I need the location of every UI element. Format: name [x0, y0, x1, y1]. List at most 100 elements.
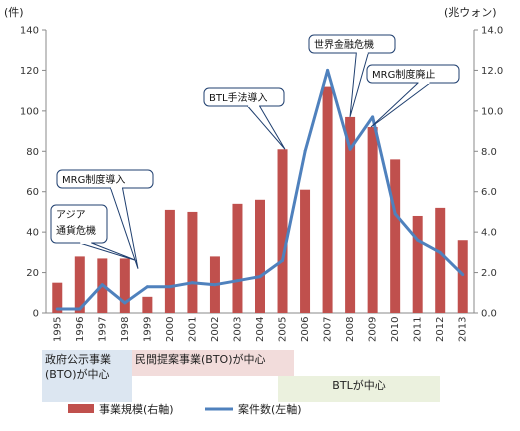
x-tick-label: 2001 [187, 317, 198, 342]
line-point-2002 [213, 283, 217, 287]
line-point-2001 [190, 281, 194, 285]
bar-2009 [367, 127, 378, 314]
line-point-2011 [416, 238, 420, 242]
y-left-tick-label: 80 [26, 147, 39, 158]
period-private-bto: 民間提案事業(BTO)が中心 [132, 350, 294, 376]
annotation-box [366, 64, 460, 84]
annotation-text: MRG制度廃止 [372, 68, 435, 81]
legend-bar-swatch [68, 404, 94, 413]
line-point-2003 [235, 279, 239, 283]
y-left-tick-label: 120 [20, 66, 39, 77]
bar-2000 [164, 209, 175, 313]
x-tick-label: 2007 [323, 317, 334, 342]
line-point-2008 [348, 147, 352, 151]
bar-2011 [412, 215, 423, 313]
y-left-tick-label: 60 [26, 187, 39, 198]
y-left-tick-label: 0 [33, 309, 39, 320]
y-right-tick-label: 0.0 [481, 309, 497, 320]
annotation-pointer [349, 52, 369, 118]
annotation-1999: MRG制度導入 [56, 169, 154, 269]
x-tick-label: 2006 [300, 317, 311, 342]
x-tick-label: 2004 [255, 317, 266, 342]
bar-2005 [277, 149, 288, 313]
line-point-2004 [258, 275, 262, 279]
x-tick-label: 1996 [75, 317, 86, 342]
bar-1999 [142, 296, 153, 313]
annotation-text: MRG制度導入 [62, 173, 125, 186]
annotation-pointer [79, 242, 138, 262]
x-tick-label: 2002 [210, 317, 221, 342]
period-btl: BTLが中心 [278, 376, 440, 402]
annotation-box [308, 34, 396, 54]
annotation-box [56, 169, 154, 189]
x-tick-label: 2008 [345, 317, 356, 342]
line-point-1995 [55, 307, 59, 311]
line-point-2012 [438, 250, 442, 254]
bar-1998 [119, 258, 130, 313]
bar-2004 [255, 199, 265, 313]
bar-2001 [187, 211, 198, 313]
annotation-pointer [370, 82, 431, 128]
y-right-tick-label: 14.0 [481, 26, 503, 37]
y-right-ticks: 0.0 2.0 4.0 6.0 8.0 10.0 12.0 14.0 [474, 26, 503, 320]
x-tick-label: 1995 [52, 317, 63, 342]
y-left-tick-label: 20 [26, 268, 39, 279]
x-tick-label: 2011 [413, 317, 424, 342]
bar-2008 [345, 116, 356, 314]
annotation-pointer [110, 187, 139, 269]
line-point-2013 [461, 273, 465, 277]
x-tick-label: 2009 [368, 317, 379, 342]
x-tick-label: 2000 [165, 317, 176, 342]
y-right-tick-label: 10.0 [481, 106, 503, 117]
annotation-box [50, 204, 108, 244]
legend-line-label: 案件数(左軸) [238, 402, 302, 416]
line-point-2007 [326, 68, 330, 72]
line-series [55, 68, 465, 311]
period-private-bto-line1: 民間提案事業(BTO)が中心 [135, 353, 266, 366]
x-tick-label: 2005 [278, 317, 289, 342]
line-point-2009 [371, 115, 375, 119]
line-point-2000 [168, 285, 172, 289]
annotation-2005: BTL手法導入 [203, 87, 286, 150]
x-tick-labels: 1995 1996 1997 1998 1999 2000 2001 2002 2003 2004… [52, 317, 468, 342]
line-point-1999 [145, 285, 149, 289]
annotation-2008: 世界金融危機 [308, 34, 396, 118]
x-tick-label: 2003 [232, 317, 243, 342]
line-point-1998 [123, 301, 127, 305]
y-right-tick-label: 6.0 [481, 187, 497, 198]
line-point-2005 [281, 258, 285, 262]
legend: 事業規模(右軸) 案件数(左軸) [68, 402, 302, 416]
bar-2012 [435, 207, 446, 313]
annotation-text: BTL手法導入 [209, 91, 268, 104]
annotation-pointer [247, 105, 286, 150]
bar-1996 [74, 256, 85, 313]
y-left-tick-label: 140 [20, 26, 39, 37]
y-right-tick-label: 2.0 [481, 268, 497, 279]
y-right-tick-label: 8.0 [481, 147, 497, 158]
x-tick-label: 2013 [458, 317, 469, 342]
line-point-2010 [393, 212, 397, 216]
y-left-tick-label: 100 [20, 106, 39, 117]
line-point-2006 [303, 149, 307, 153]
bar-1995 [52, 282, 63, 313]
annotation-2009: MRG制度廃止 [366, 64, 460, 128]
period-btl-line1: BTLが中心 [332, 379, 386, 392]
x-tick-label: 1999 [142, 317, 153, 342]
y-right-tick-label: 4.0 [481, 228, 497, 239]
line-point-1997 [100, 283, 104, 287]
bar-2013 [457, 240, 468, 313]
bar-2003 [232, 203, 243, 313]
annotation-box [203, 87, 285, 107]
x-tick-label: 1998 [120, 317, 131, 342]
bar-2010 [390, 159, 401, 313]
x-tick-label: 1997 [97, 317, 108, 342]
period-government-bto-line1: 政府公示事業 [45, 353, 111, 366]
line-point-1996 [78, 307, 82, 311]
y-left-ticks: 0 20 40 60 80 100 120 140 [20, 26, 46, 320]
period-government-bto: 政府公示事業 (BTO)が中心 [42, 350, 132, 402]
annotation-text: アジア [56, 210, 86, 221]
y-right-tick-label: 12.0 [481, 66, 503, 77]
